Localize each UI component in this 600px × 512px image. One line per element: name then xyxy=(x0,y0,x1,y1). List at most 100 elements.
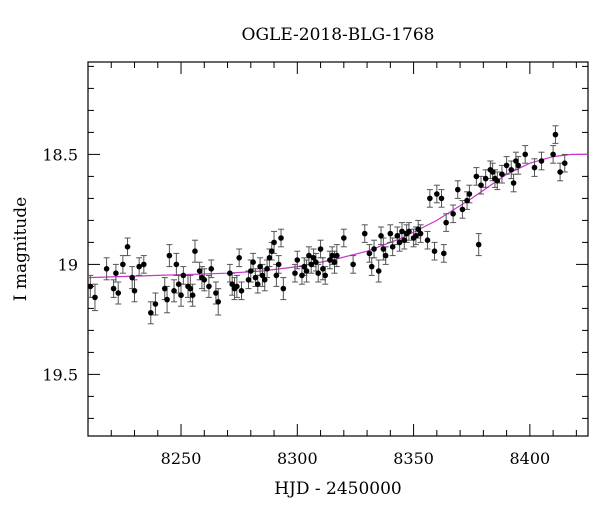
plot-area xyxy=(87,61,589,437)
data-point xyxy=(494,178,501,184)
y-tick-label: 19 xyxy=(58,255,78,274)
data-point xyxy=(401,237,408,243)
data-point xyxy=(515,162,522,169)
data-point xyxy=(238,288,245,294)
tick-labels: 8250 8300 8350 8400 18.5 19 19.5 xyxy=(42,145,550,468)
data-point xyxy=(315,270,322,277)
data-point xyxy=(478,182,484,188)
data-point xyxy=(334,252,340,259)
data-point xyxy=(322,272,329,279)
data-point xyxy=(280,285,287,292)
data-point xyxy=(310,254,317,261)
data-point xyxy=(375,268,382,274)
data-point xyxy=(317,246,324,252)
data-point xyxy=(303,268,310,274)
data-point xyxy=(308,261,315,268)
data-point xyxy=(120,261,126,268)
data-point xyxy=(268,248,275,254)
y-axis-label: I magnitude xyxy=(11,197,31,301)
data-point xyxy=(164,296,170,303)
data-point xyxy=(368,263,375,270)
data-point xyxy=(257,263,263,270)
data-point xyxy=(234,283,240,290)
data-point xyxy=(271,239,277,246)
data-point xyxy=(313,259,319,266)
data-point xyxy=(454,186,461,193)
data-point xyxy=(366,250,373,257)
data-point xyxy=(261,277,268,283)
data-point xyxy=(254,281,261,288)
data-point xyxy=(399,228,405,235)
data-point xyxy=(201,277,208,283)
data-point xyxy=(196,268,203,274)
data-point xyxy=(136,263,142,270)
chart-title: OGLE-2018-BLG-1768 xyxy=(242,25,435,45)
data-point xyxy=(459,206,466,213)
data-point xyxy=(301,263,308,270)
data-point xyxy=(113,270,119,277)
data-point xyxy=(152,301,159,307)
data-point xyxy=(508,167,515,173)
data-point xyxy=(189,292,196,299)
data-point xyxy=(320,266,326,272)
data-point xyxy=(473,173,480,180)
data-point xyxy=(464,197,470,204)
data-point xyxy=(229,281,235,288)
data-point xyxy=(552,131,559,138)
data-point xyxy=(503,162,510,169)
data-point xyxy=(406,228,412,235)
data-point xyxy=(213,290,219,296)
axis-ticks xyxy=(88,62,588,436)
data-point xyxy=(141,261,147,268)
data-point xyxy=(538,158,545,164)
data-points xyxy=(87,131,568,316)
data-point xyxy=(110,285,117,292)
data-point xyxy=(434,191,440,197)
data-point xyxy=(294,257,301,263)
y-tick-label: 18.5 xyxy=(42,145,78,164)
data-point xyxy=(510,180,517,186)
data-point xyxy=(129,274,135,281)
data-point xyxy=(187,285,194,292)
data-point xyxy=(115,290,122,296)
data-point xyxy=(252,274,259,281)
data-point xyxy=(450,211,456,217)
data-point xyxy=(147,310,154,316)
x-axis-label: HJD - 2450000 xyxy=(274,479,402,499)
data-point xyxy=(250,259,256,266)
data-point xyxy=(92,294,98,301)
x-tick-label: 8350 xyxy=(393,449,434,468)
data-point xyxy=(331,259,338,266)
data-point xyxy=(389,244,396,250)
data-point xyxy=(550,151,556,158)
x-tick-label: 8300 xyxy=(277,449,318,468)
data-point xyxy=(413,233,419,239)
data-point xyxy=(173,261,180,268)
data-point xyxy=(299,272,305,279)
data-point xyxy=(475,241,482,248)
data-point xyxy=(192,248,198,254)
data-point xyxy=(417,230,424,237)
data-point xyxy=(438,195,445,202)
data-point xyxy=(341,235,347,241)
data-point xyxy=(522,151,529,158)
data-point xyxy=(131,288,138,294)
data-point xyxy=(208,266,215,272)
data-point xyxy=(259,272,266,279)
data-point xyxy=(245,277,252,283)
data-point xyxy=(178,292,184,299)
data-point xyxy=(441,250,447,257)
data-point xyxy=(531,164,538,171)
data-point xyxy=(561,160,568,166)
x-tick-label: 8250 xyxy=(161,449,202,468)
data-point xyxy=(361,230,368,237)
data-point xyxy=(264,266,270,272)
data-point xyxy=(396,239,403,246)
data-point xyxy=(236,254,242,261)
data-point xyxy=(124,244,131,250)
data-point xyxy=(557,169,563,175)
data-point xyxy=(161,285,168,292)
data-point xyxy=(273,272,280,279)
data-point xyxy=(206,283,212,290)
data-point xyxy=(382,252,389,259)
